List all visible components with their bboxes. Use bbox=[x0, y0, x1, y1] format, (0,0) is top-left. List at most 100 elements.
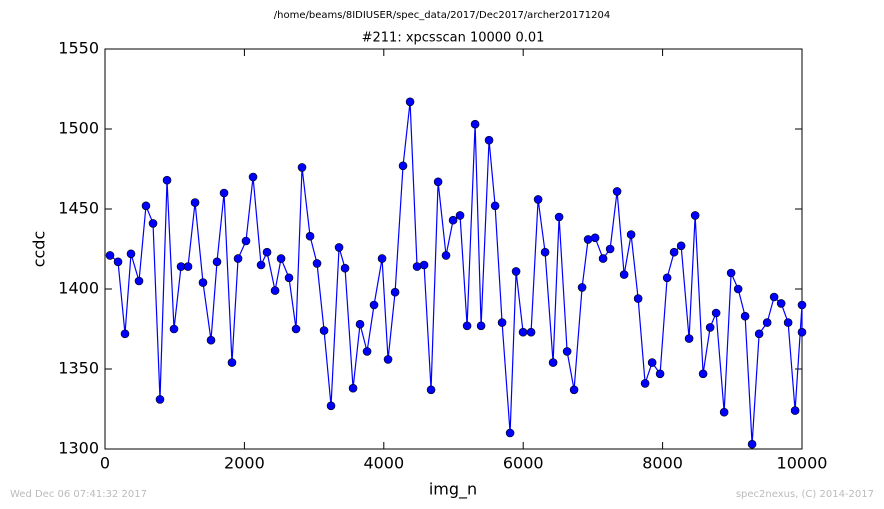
data-point bbox=[441, 251, 451, 260]
credit: spec2nexus, (C) 2014-2017 bbox=[736, 489, 874, 500]
data-point bbox=[676, 241, 686, 251]
data-point bbox=[569, 385, 579, 395]
y-tick-label: 1300 bbox=[58, 439, 99, 458]
data-point bbox=[612, 187, 622, 196]
data-point bbox=[383, 355, 393, 364]
data-point bbox=[334, 243, 344, 252]
data-point bbox=[540, 247, 550, 257]
plot-frame bbox=[104, 48, 803, 450]
data-point bbox=[426, 385, 436, 395]
data-point bbox=[626, 230, 636, 239]
data-point bbox=[126, 249, 136, 259]
data-point bbox=[141, 201, 151, 211]
timestamp: Wed Dec 06 07:41:32 2017 bbox=[10, 489, 147, 500]
data-line bbox=[109, 101, 803, 445]
data-point bbox=[662, 273, 672, 283]
data-point bbox=[398, 161, 408, 171]
data-point bbox=[233, 254, 243, 263]
data-point bbox=[297, 163, 307, 172]
data-point bbox=[484, 135, 494, 145]
data-point bbox=[797, 327, 807, 337]
data-point bbox=[219, 188, 229, 198]
data-point bbox=[183, 262, 193, 271]
x-tick-label: 10000 bbox=[777, 454, 828, 473]
x-tick-label: 6000 bbox=[503, 454, 544, 473]
data-point bbox=[655, 369, 665, 379]
data-point bbox=[797, 300, 807, 310]
data-point bbox=[619, 270, 629, 279]
data-point bbox=[783, 318, 793, 327]
data-point bbox=[583, 235, 593, 244]
data-point bbox=[733, 284, 743, 294]
data-point bbox=[497, 318, 507, 327]
data-point bbox=[754, 329, 764, 339]
data-point bbox=[190, 198, 200, 207]
data-point bbox=[212, 257, 222, 267]
data-point bbox=[340, 263, 350, 273]
data-point bbox=[640, 379, 650, 388]
y-tick-label: 1500 bbox=[58, 119, 99, 138]
data-point bbox=[377, 254, 387, 263]
data-point bbox=[719, 407, 729, 417]
y-tick-label: 1450 bbox=[58, 199, 99, 218]
y-tick-label: 1350 bbox=[58, 359, 99, 378]
data-point bbox=[554, 212, 564, 222]
data-point bbox=[348, 383, 358, 393]
data-point bbox=[148, 219, 158, 228]
y-tick-label: 1400 bbox=[58, 279, 99, 298]
data-point bbox=[705, 323, 715, 332]
data-point bbox=[455, 211, 465, 220]
x-tick-label: 4000 bbox=[363, 454, 404, 473]
data-point bbox=[776, 299, 786, 308]
data-point bbox=[113, 257, 123, 267]
data-point bbox=[690, 211, 700, 220]
data-point bbox=[319, 326, 329, 335]
data-point bbox=[355, 319, 365, 329]
page-title: /home/beams/8IDIUSER/spec_data/2017/Dec2… bbox=[274, 10, 610, 21]
data-point bbox=[769, 292, 779, 302]
y-tick-label: 1550 bbox=[58, 39, 99, 58]
data-point bbox=[312, 259, 322, 268]
data-point bbox=[134, 276, 144, 286]
data-point bbox=[518, 327, 528, 337]
data-point bbox=[577, 283, 587, 292]
data-point bbox=[526, 327, 536, 337]
data-point bbox=[241, 236, 251, 246]
y-axis-label: ccdc bbox=[30, 231, 49, 268]
data-point bbox=[198, 278, 208, 287]
data-point bbox=[206, 335, 216, 345]
x-tick-label: 0 bbox=[100, 454, 110, 473]
data-point bbox=[270, 286, 280, 295]
data-point bbox=[533, 195, 543, 204]
data-point bbox=[262, 247, 272, 257]
data-point bbox=[747, 439, 757, 449]
data-point bbox=[362, 347, 372, 356]
x-axis-label: img_n bbox=[429, 480, 477, 500]
data-point bbox=[448, 215, 458, 225]
data-point bbox=[120, 329, 130, 339]
data-point bbox=[790, 406, 800, 415]
data-point bbox=[647, 358, 657, 367]
data-point bbox=[490, 201, 500, 211]
data-point bbox=[291, 324, 301, 334]
data-point bbox=[155, 395, 165, 404]
data-point bbox=[505, 428, 515, 438]
data-point bbox=[248, 172, 258, 182]
data-point bbox=[511, 267, 521, 276]
data-point bbox=[227, 358, 237, 367]
data-point bbox=[326, 401, 336, 411]
x-tick-label: 8000 bbox=[642, 454, 683, 473]
data-point bbox=[256, 260, 266, 270]
data-point bbox=[462, 321, 472, 331]
data-point bbox=[276, 254, 286, 263]
data-point bbox=[419, 260, 429, 270]
data-point bbox=[412, 262, 422, 271]
data-point bbox=[476, 321, 486, 331]
data-point bbox=[369, 300, 379, 310]
data-point bbox=[590, 233, 600, 243]
data-point bbox=[711, 308, 721, 318]
data-point bbox=[669, 247, 679, 257]
data-point bbox=[284, 273, 294, 283]
data-point bbox=[698, 369, 708, 379]
